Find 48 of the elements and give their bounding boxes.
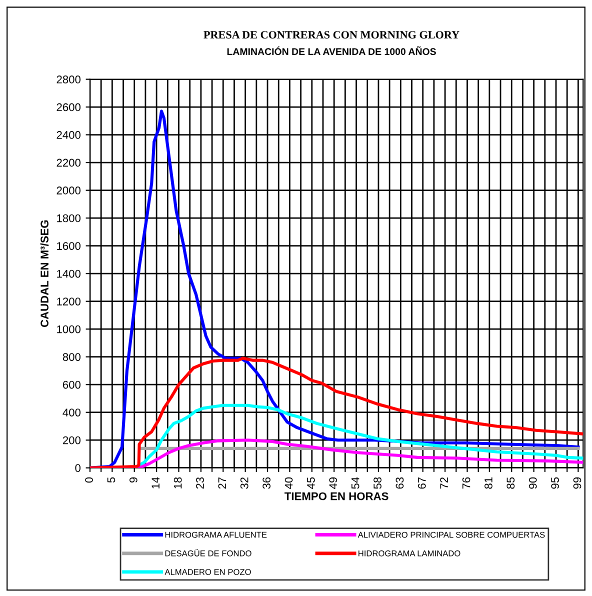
x-tick-label: 49 [329,477,338,489]
x-tick-label: 72 [440,477,448,489]
x-axis-title: TIEMPO EN HORAS [284,492,388,500]
y-tick-label: 2200 [56,158,81,167]
x-tick-label: 76 [462,477,470,489]
y-tick-label: 0 [75,464,81,472]
y-axis-title: CAUDAL EN M³/SEG [40,220,49,328]
x-tick-label: 32 [240,477,248,489]
x-tick-label: 90 [528,477,537,489]
y-tick-label: 200 [62,436,81,444]
y-tick-label: 1400 [57,270,81,278]
x-tick-label: 63 [396,477,404,489]
x-tick-label: 18 [174,477,182,488]
x-tick-label: 9 [129,477,138,483]
y-tick-label: 2800 [56,76,81,84]
x-tick-label: 67 [418,477,426,489]
y-tick-label: 600 [62,380,81,389]
x-tick-label: 27 [218,477,226,489]
x-tick-label: 0 [85,477,93,483]
x-tick-label: 99 [573,477,582,489]
y-tick-label: 2400 [56,131,81,139]
x-tick-label: 40 [284,477,293,489]
legend-label: ALIVIADERO PRINCIPAL SOBRE COMPUERTAS [358,532,545,538]
x-tick-label: 81 [484,477,492,489]
x-tick-label: 5 [107,477,116,483]
x-tick-label: 36 [262,477,270,489]
y-tick-label: 1000 [57,325,81,334]
y-tick-label: 800 [62,353,81,361]
x-tick-label: 54 [352,477,360,489]
y-tick-label: 2000 [56,186,81,194]
x-tick-label: 45 [307,477,315,489]
y-tick-label: 1200 [57,298,81,306]
legend-label: DESAGÜE DE FONDO [165,549,252,556]
x-tick-label: 95 [551,477,559,489]
x-tick-label: 14 [152,477,160,488]
legend-label: HIDROGRAMA LAMINADO [358,550,460,556]
y-tick-label: 2600 [56,103,81,112]
y-tick-label: 1800 [57,214,81,222]
y-tick-label: 1600 [57,242,81,250]
chart-title: PRESA DE CONTRERAS CON MORNING GLORY [204,31,460,39]
chart-subtitle: LAMINACIÓN DE LA AVENIDA DE 1000 AÑOS [227,46,436,56]
legend-label: HIDROGRAMA AFLUENTE [165,532,267,538]
y-tick-label: 400 [62,408,81,416]
x-tick-label: 23 [196,477,204,489]
line-series [90,110,580,468]
x-tick-label: 85 [506,477,515,489]
legend-label: ALMADERO EN POZO [164,569,251,575]
x-tick-label: 58 [374,477,382,489]
